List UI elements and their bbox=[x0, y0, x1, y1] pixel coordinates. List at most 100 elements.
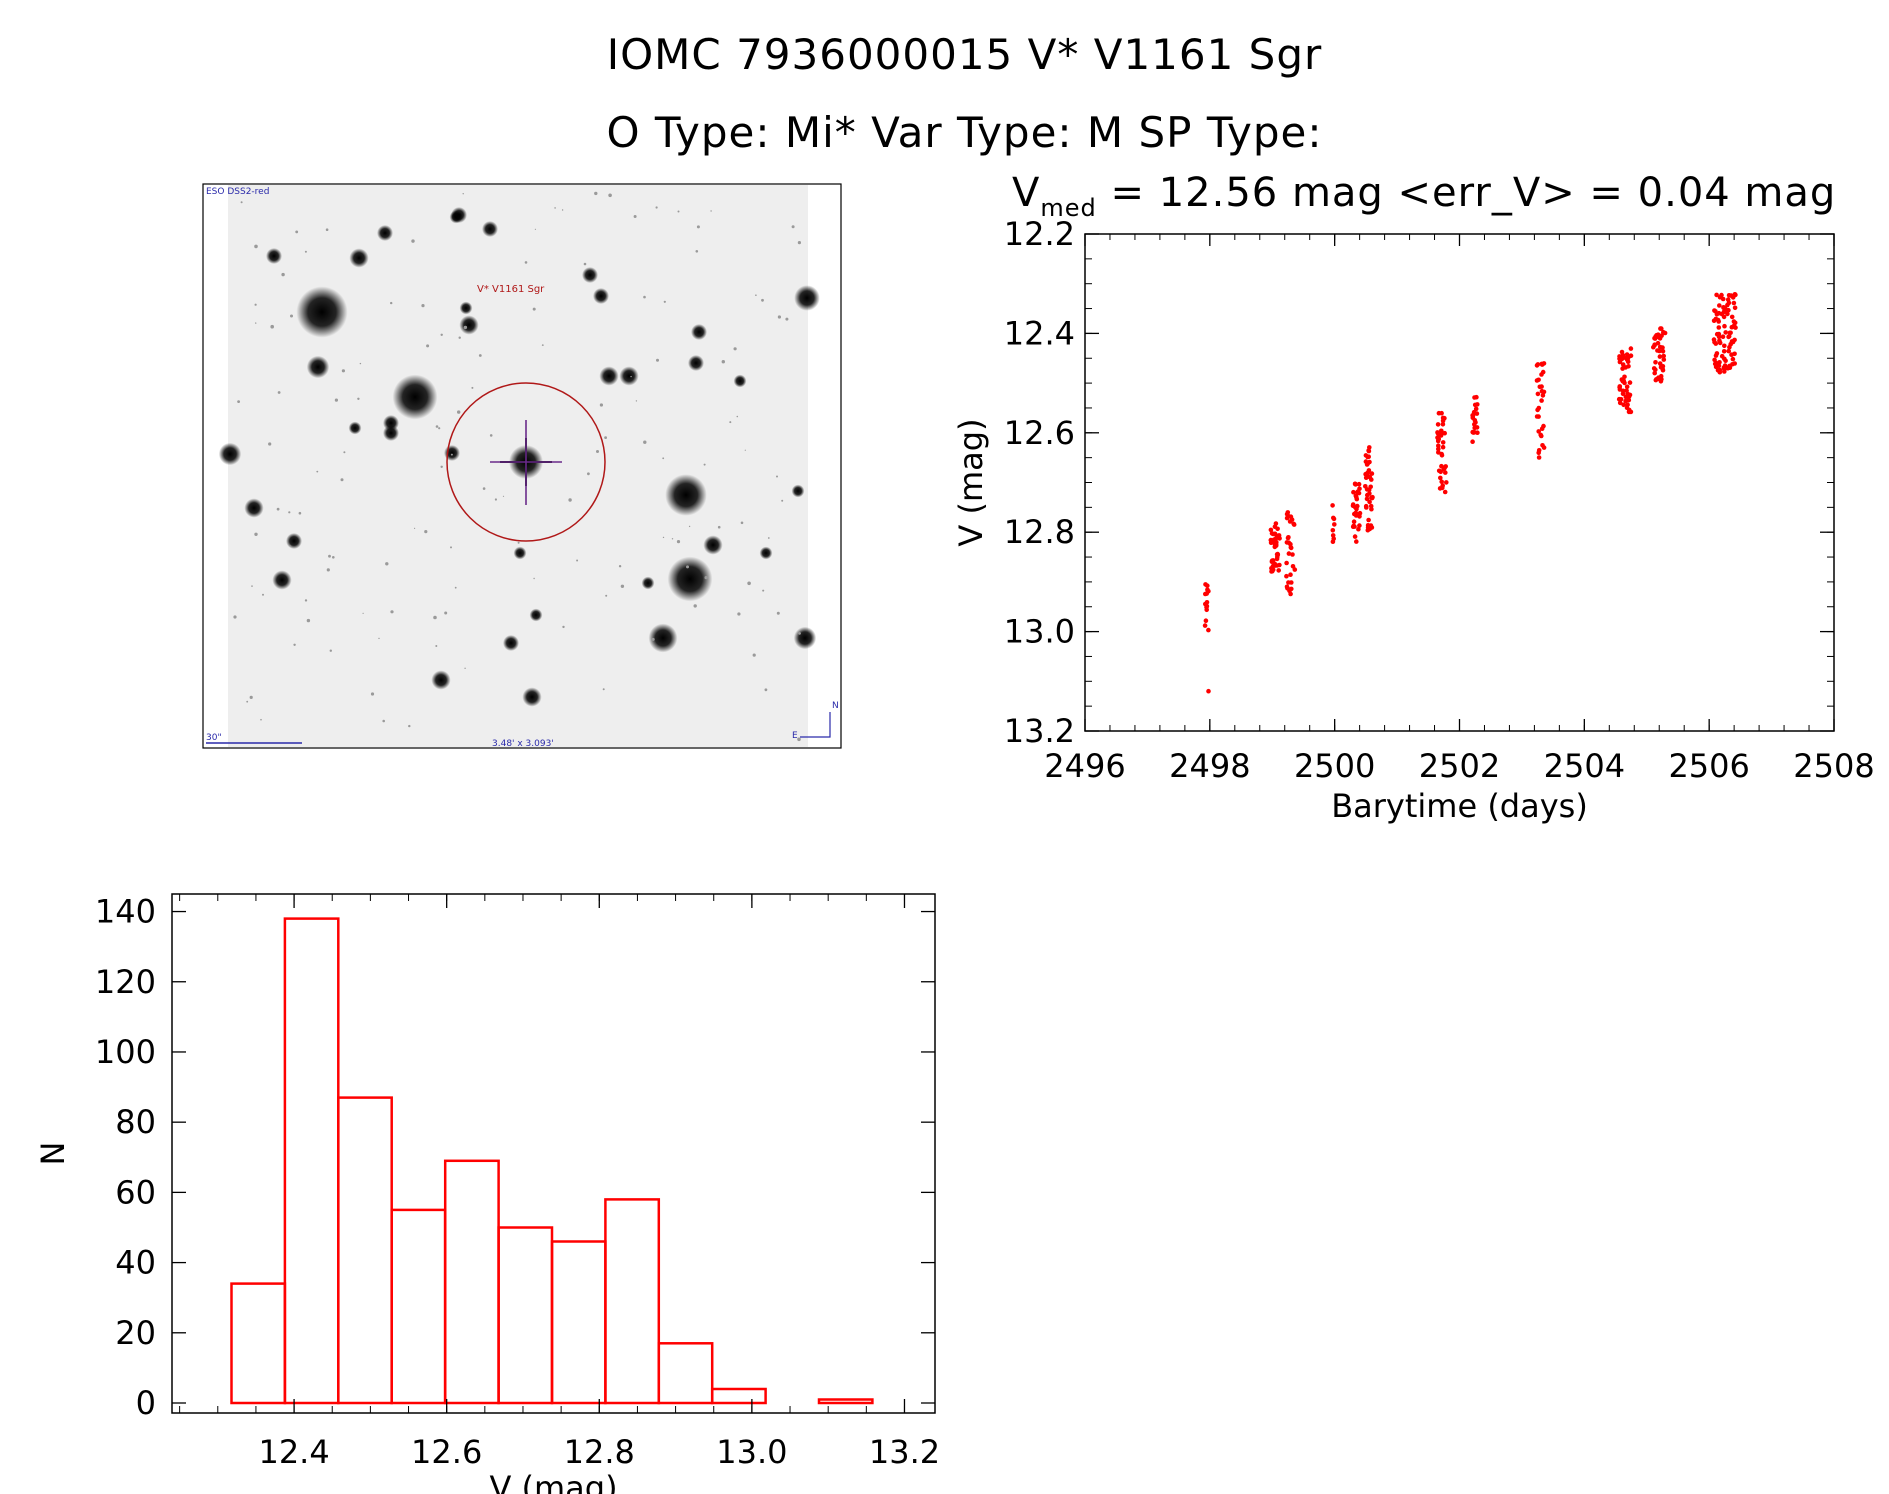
data-point bbox=[1288, 572, 1293, 577]
data-point bbox=[1354, 496, 1360, 502]
data-point bbox=[1367, 474, 1373, 480]
data-point bbox=[1203, 582, 1208, 587]
faint-star bbox=[583, 262, 587, 266]
data-point bbox=[1436, 446, 1441, 452]
data-point bbox=[1436, 443, 1441, 449]
data-point bbox=[1357, 486, 1362, 492]
star bbox=[482, 221, 498, 237]
data-point bbox=[1620, 362, 1626, 367]
data-point bbox=[1472, 422, 1477, 427]
faint-star bbox=[643, 295, 646, 299]
histogram-xlabel: V (mag) bbox=[489, 1469, 617, 1494]
data-point bbox=[1657, 354, 1663, 359]
faint-star bbox=[533, 577, 535, 580]
star bbox=[648, 623, 678, 653]
faint-star bbox=[433, 615, 437, 620]
data-point bbox=[1657, 344, 1663, 350]
faint-star bbox=[576, 559, 579, 562]
faint-star bbox=[408, 724, 411, 728]
faint-star bbox=[255, 322, 257, 324]
data-point bbox=[1363, 471, 1368, 477]
data-point bbox=[1625, 356, 1631, 362]
data-point bbox=[1276, 568, 1281, 573]
data-point bbox=[1285, 535, 1291, 541]
faint-star bbox=[517, 541, 520, 544]
data-point bbox=[1439, 479, 1444, 485]
data-point bbox=[1726, 348, 1731, 354]
data-point bbox=[1536, 377, 1541, 383]
data-point bbox=[1727, 330, 1733, 336]
star bbox=[392, 374, 438, 420]
faint-star bbox=[370, 692, 375, 696]
survey-label: ESO DSS2-red bbox=[206, 187, 269, 197]
faint-star bbox=[341, 369, 345, 373]
faint-star bbox=[502, 495, 505, 497]
y-tick-label: 20 bbox=[115, 1314, 156, 1352]
star bbox=[667, 556, 713, 602]
y-tick-label: 140 bbox=[95, 893, 156, 931]
data-point bbox=[1619, 377, 1625, 382]
data-point bbox=[1288, 545, 1294, 551]
data-point bbox=[1435, 422, 1441, 427]
data-point bbox=[1472, 402, 1478, 408]
data-point bbox=[1203, 618, 1209, 623]
faint-star bbox=[289, 545, 292, 547]
histogram-bar bbox=[390, 1208, 447, 1405]
data-point bbox=[1628, 346, 1634, 351]
data-point bbox=[1540, 393, 1546, 398]
light-curve-points bbox=[1202, 292, 1738, 694]
data-point bbox=[1625, 391, 1630, 397]
data-point bbox=[1285, 510, 1291, 515]
faint-star bbox=[233, 615, 237, 619]
faint-star bbox=[328, 554, 331, 558]
light-curve-xlabel: Barytime (days) bbox=[1331, 787, 1588, 825]
data-point bbox=[1717, 360, 1722, 365]
faint-star bbox=[270, 324, 275, 329]
faint-star bbox=[618, 565, 622, 568]
faint-star bbox=[254, 244, 258, 249]
faint-star bbox=[663, 300, 666, 303]
faint-star bbox=[662, 536, 665, 539]
faint-star bbox=[444, 611, 448, 615]
data-point bbox=[1539, 372, 1544, 377]
faint-star bbox=[776, 475, 778, 478]
faint-star bbox=[290, 314, 293, 318]
faint-star bbox=[791, 225, 795, 229]
star bbox=[244, 498, 264, 518]
data-point bbox=[1733, 325, 1738, 330]
data-point bbox=[1287, 519, 1293, 524]
histogram-bar bbox=[443, 1159, 500, 1405]
data-point bbox=[1729, 352, 1734, 358]
data-point bbox=[1351, 523, 1356, 529]
y-tick-label: 13.2 bbox=[1004, 712, 1075, 750]
star bbox=[348, 421, 362, 435]
data-point bbox=[1732, 337, 1737, 343]
y-tick-label: 100 bbox=[95, 1033, 156, 1071]
data-point bbox=[1711, 318, 1717, 324]
data-point bbox=[1722, 323, 1727, 329]
y-tick-label: 12.4 bbox=[1004, 314, 1075, 352]
data-point bbox=[1269, 559, 1275, 564]
data-point bbox=[1332, 522, 1337, 527]
faint-star bbox=[462, 193, 464, 195]
data-point bbox=[1534, 414, 1540, 419]
faint-star bbox=[254, 532, 258, 536]
data-point bbox=[1436, 410, 1442, 416]
faint-star bbox=[554, 207, 556, 209]
faint-star bbox=[677, 210, 680, 213]
data-point bbox=[1284, 573, 1289, 579]
data-point bbox=[1288, 541, 1293, 547]
faint-star bbox=[325, 228, 329, 231]
data-point bbox=[1275, 554, 1280, 560]
data-point bbox=[1534, 363, 1540, 368]
histogram-bar bbox=[657, 1342, 714, 1405]
star bbox=[593, 288, 609, 304]
data-point bbox=[1539, 398, 1544, 403]
data-point bbox=[1720, 296, 1726, 302]
data-point bbox=[1728, 341, 1733, 347]
data-point bbox=[1440, 485, 1445, 491]
data-point bbox=[1653, 367, 1658, 373]
data-point bbox=[1661, 357, 1667, 362]
faint-star bbox=[450, 453, 453, 456]
data-point bbox=[1717, 338, 1722, 344]
